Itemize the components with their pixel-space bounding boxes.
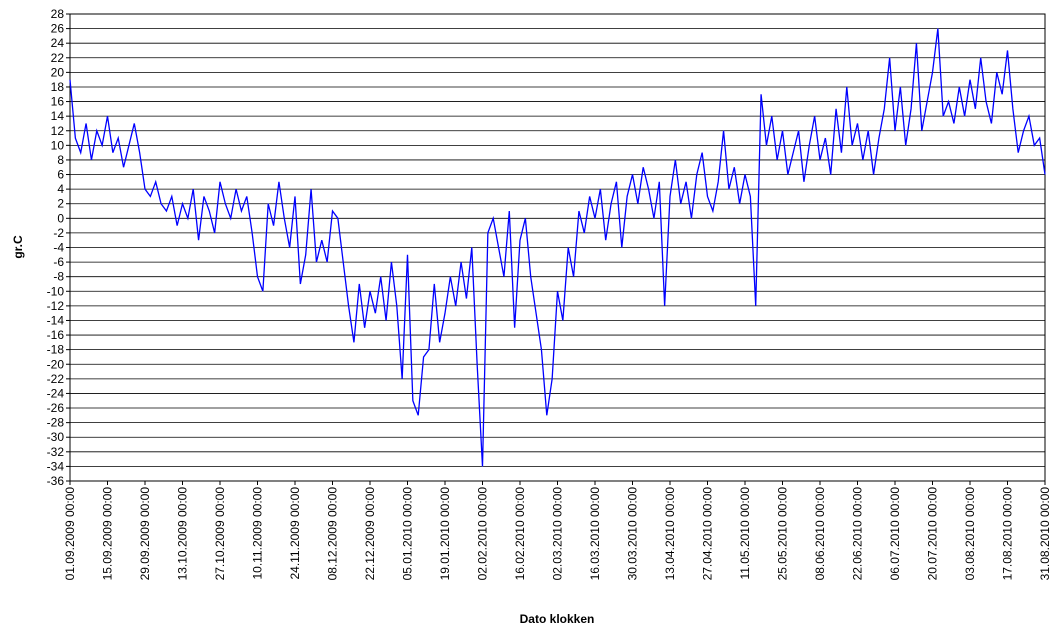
y-tick-label: 24 xyxy=(51,36,65,50)
y-tick-label: -6 xyxy=(53,255,64,269)
y-tick-label: -22 xyxy=(47,372,65,386)
y-tick-label: -12 xyxy=(47,299,65,313)
x-tick-label: 25.05.2010 00:00 xyxy=(776,487,790,581)
y-tick-label: -8 xyxy=(53,270,64,284)
x-tick-label: 02.03.2010 00:00 xyxy=(551,487,565,581)
y-tick-label: 14 xyxy=(51,109,65,123)
x-tick-label: 22.06.2010 00:00 xyxy=(851,487,865,581)
x-tick-label: 01.09.2009 00:00 xyxy=(63,487,77,581)
y-tick-label: 16 xyxy=(51,95,65,109)
y-tick-label: 4 xyxy=(57,182,64,196)
y-tick-label: -16 xyxy=(47,328,65,342)
x-tick-label: 16.03.2010 00:00 xyxy=(588,487,602,581)
x-tick-label: 02.02.2010 00:00 xyxy=(476,487,490,581)
y-tick-label: 22 xyxy=(51,51,65,65)
y-tick-label: -26 xyxy=(47,401,65,415)
y-tick-label: 10 xyxy=(51,138,65,152)
x-tick-label: 22.12.2009 00:00 xyxy=(363,487,377,581)
y-tick-label: -14 xyxy=(47,313,65,327)
y-tick-label: 28 xyxy=(51,7,65,21)
x-tick-label: 20.07.2010 00:00 xyxy=(926,487,940,581)
x-tick-label: 27.04.2010 00:00 xyxy=(701,487,715,581)
x-tick-label: 13.04.2010 00:00 xyxy=(663,487,677,581)
x-tick-label: 06.07.2010 00:00 xyxy=(888,487,902,581)
x-tick-label: 03.08.2010 00:00 xyxy=(963,487,977,581)
x-tick-label: 15.09.2009 00:00 xyxy=(101,487,115,581)
x-tick-label: 17.08.2010 00:00 xyxy=(1001,487,1015,581)
y-tick-label: 0 xyxy=(57,211,64,225)
x-tick-label: 16.02.2010 00:00 xyxy=(513,487,527,581)
y-axis-title: gr.C xyxy=(11,235,25,259)
y-tick-label: 12 xyxy=(51,124,65,138)
y-tick-label: -36 xyxy=(47,474,65,488)
y-tick-label: 20 xyxy=(51,65,65,79)
y-tick-label: -2 xyxy=(53,226,64,240)
x-tick-label: 24.11.2009 00:00 xyxy=(288,487,302,580)
x-tick-label: 31.08.2010 00:00 xyxy=(1038,487,1050,581)
y-tick-label: -10 xyxy=(47,284,65,298)
y-tick-label: 6 xyxy=(57,168,64,182)
x-tick-label: 11.05.2010 00:00 xyxy=(738,487,752,580)
x-tick-label: 30.03.2010 00:00 xyxy=(626,487,640,581)
x-tick-label: 13.10.2009 00:00 xyxy=(176,487,190,581)
y-tick-label: -32 xyxy=(47,445,65,459)
data-line xyxy=(69,28,1046,467)
x-tick-label: 10.11.2009 00:00 xyxy=(251,487,265,580)
x-tick-label: 19.01.2010 00:00 xyxy=(438,487,452,581)
y-tick-label: -30 xyxy=(47,430,65,444)
x-tick-label: 29.09.2009 00:00 xyxy=(138,487,152,581)
y-tick-label: -34 xyxy=(47,459,65,473)
y-tick-label: -24 xyxy=(47,386,65,400)
plot-border xyxy=(69,13,1046,482)
y-tick-label: 2 xyxy=(57,197,64,211)
x-tick-label: 08.12.2009 00:00 xyxy=(326,487,340,581)
x-axis-title: Dato klokken xyxy=(520,612,595,626)
y-tick-label: -18 xyxy=(47,343,65,357)
y-tick-label: 26 xyxy=(51,22,65,36)
x-tick-label: 05.01.2010 00:00 xyxy=(401,487,415,581)
y-tick-label: 18 xyxy=(51,80,65,94)
y-tick-label: -28 xyxy=(47,416,65,430)
y-tick-label: 8 xyxy=(57,153,64,167)
y-tick-label: -20 xyxy=(47,357,65,371)
x-tick-label: 08.06.2010 00:00 xyxy=(813,487,827,581)
x-tick-label: 27.10.2009 00:00 xyxy=(213,487,227,581)
y-tick-label: -4 xyxy=(53,241,64,255)
